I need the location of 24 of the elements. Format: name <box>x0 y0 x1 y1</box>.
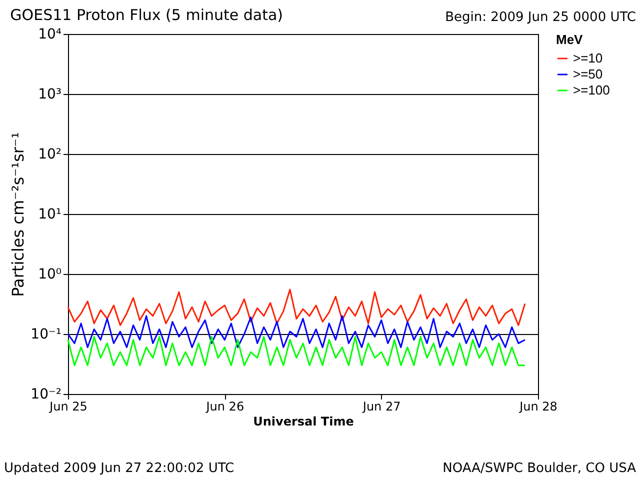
x-tick-label: Jun 25 <box>48 400 88 414</box>
text: Begin: 2009 Jun 25 0000 UTC <box>445 10 636 25</box>
chart-title: GOES11 Proton Flux (5 minute data) <box>10 6 284 24</box>
line-series <box>67 336 526 366</box>
legend-label: >=50 <box>573 66 603 82</box>
x-tick-label: Jun 28 <box>518 400 558 414</box>
y-tick-label: 10⁻¹ <box>30 326 62 342</box>
legend-label: >=100 <box>573 82 610 98</box>
y-axis-title: Particles cm⁻²s⁻¹sr⁻¹ <box>8 132 28 297</box>
text: Updated 2009 Jun 27 22:00:02 UTC <box>4 461 234 476</box>
y-tick-label: 10⁻² <box>30 386 62 402</box>
line-series <box>67 288 526 326</box>
text: NOAA/SWPC Boulder, CO USA <box>442 461 636 476</box>
y-tick-label: 10³ <box>38 86 62 102</box>
x-tick-label: Jun 27 <box>362 400 401 414</box>
legend-title: MeV <box>556 32 584 47</box>
line-series <box>67 315 526 348</box>
y-tick-label: 10¹ <box>38 206 62 222</box>
y-tick-label: 10⁴ <box>38 26 62 42</box>
y-tick-label: 10² <box>38 146 62 162</box>
y-tick-label: 10⁰ <box>38 266 62 282</box>
x-axis-title: Universal Time <box>253 414 354 428</box>
legend-label: >=10 <box>573 50 603 66</box>
x-tick-label: Jun 26 <box>205 400 244 414</box>
